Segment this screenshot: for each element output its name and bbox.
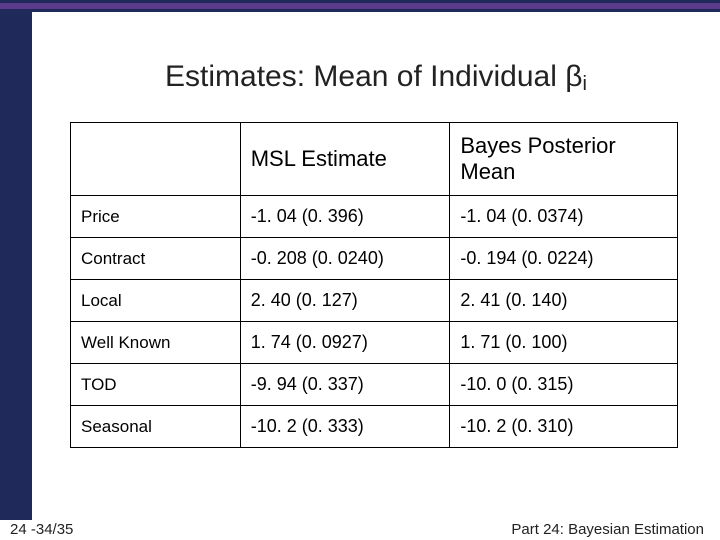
table-header-row: MSL Estimate Bayes Posterior Mean <box>71 123 678 196</box>
cell-msl: -10. 2 (0. 333) <box>240 406 450 448</box>
table-row: Price -1. 04 (0. 396) -1. 04 (0. 0374) <box>71 196 678 238</box>
footer-left: 24 -34/35 <box>10 521 73 538</box>
cell-bayes: 2. 41 (0. 140) <box>450 280 678 322</box>
cell-msl: -9. 94 (0. 337) <box>240 364 450 406</box>
row-label: Local <box>71 280 241 322</box>
cell-msl: 1. 74 (0. 0927) <box>240 322 450 364</box>
cell-bayes: -1. 04 (0. 0374) <box>450 196 678 238</box>
cell-msl: -1. 04 (0. 396) <box>240 196 450 238</box>
table-row: Seasonal -10. 2 (0. 333) -10. 2 (0. 310) <box>71 406 678 448</box>
table-row: TOD -9. 94 (0. 337) -10. 0 (0. 315) <box>71 364 678 406</box>
title-greek: β <box>565 60 582 93</box>
cell-msl: 2. 40 (0. 127) <box>240 280 450 322</box>
col-header-bayes: Bayes Posterior Mean <box>450 123 678 196</box>
cell-bayes: -10. 0 (0. 315) <box>450 364 678 406</box>
footer-right: Part 24: Bayesian Estimation <box>511 521 704 538</box>
cell-bayes: 1. 71 (0. 100) <box>450 322 678 364</box>
title-subscript: i <box>583 73 587 95</box>
col-header-blank <box>71 123 241 196</box>
left-accent-bar <box>0 12 32 520</box>
row-label: TOD <box>71 364 241 406</box>
slide: Estimates: Mean of Individual βi MSL Est… <box>0 0 720 540</box>
cell-msl: -0. 208 (0. 0240) <box>240 238 450 280</box>
content-area: Estimates: Mean of Individual βi MSL Est… <box>32 12 720 520</box>
table-row: Well Known 1. 74 (0. 0927) 1. 71 (0. 100… <box>71 322 678 364</box>
title-text: Estimates: Mean of Individual <box>165 60 565 93</box>
estimates-table: MSL Estimate Bayes Posterior Mean Price … <box>70 122 678 448</box>
table-row: Contract -0. 208 (0. 0240) -0. 194 (0. 0… <box>71 238 678 280</box>
row-label: Seasonal <box>71 406 241 448</box>
row-label: Price <box>71 196 241 238</box>
col-header-msl: MSL Estimate <box>240 123 450 196</box>
footer: 24 -34/35 Part 24: Bayesian Estimation <box>10 518 710 538</box>
cell-bayes: -0. 194 (0. 0224) <box>450 238 678 280</box>
row-label: Well Known <box>71 322 241 364</box>
row-label: Contract <box>71 238 241 280</box>
top-accent-bar <box>0 0 720 12</box>
table-row: Local 2. 40 (0. 127) 2. 41 (0. 140) <box>71 280 678 322</box>
cell-bayes: -10. 2 (0. 310) <box>450 406 678 448</box>
slide-title: Estimates: Mean of Individual βi <box>32 60 720 94</box>
